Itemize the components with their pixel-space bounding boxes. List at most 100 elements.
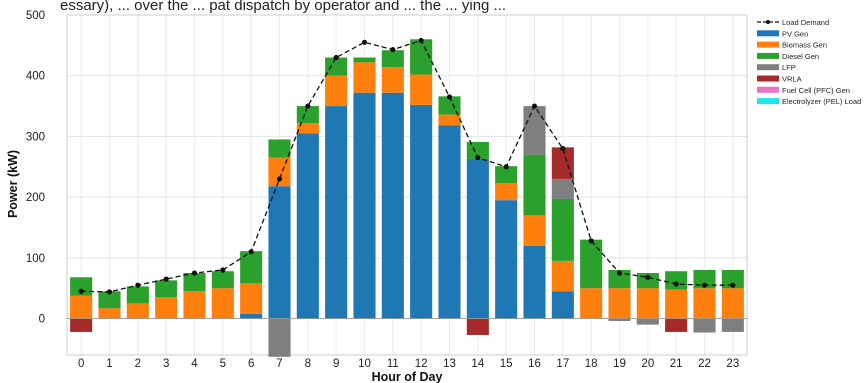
load-demand-point-hour-17 [560, 145, 566, 152]
bar-biomass-gen-hour-1 [98, 308, 121, 319]
bar-diesel-gen-hour-23 [721, 270, 744, 289]
load-demand-point-hour-3 [163, 276, 169, 282]
bar-diesel-gen-hour-6 [240, 251, 263, 284]
bar-biomass-gen-hour-21 [665, 289, 688, 319]
legend-label-vrla: VRLA [782, 75, 802, 84]
bar-biomass-gen-hour-11 [381, 67, 404, 93]
load-demand-point-hour-21 [673, 281, 679, 287]
bar-lfp-hour-22 [693, 318, 716, 333]
bar-biomass-gen-hour-9 [325, 75, 348, 107]
bar-diesel-gen-hour-7 [268, 139, 291, 158]
y-tick-label: 200 [26, 192, 45, 204]
bar-diesel-gen-hour-0 [70, 277, 93, 296]
load-demand-point-hour-8 [305, 103, 311, 109]
bar-biomass-gen-hour-18 [580, 288, 603, 319]
x-tick-label: 3 [163, 358, 169, 370]
legend-swatch-lfp [757, 64, 779, 71]
legend-swatch-fuel-cell-pfc-gen [757, 86, 779, 93]
legend-marker-load-demand [766, 20, 770, 24]
x-tick-label: 14 [471, 358, 484, 370]
x-tick-label: 9 [333, 358, 339, 370]
bar-diesel-gen-hour-16 [523, 154, 546, 216]
bar-biomass-gen-hour-22 [693, 288, 716, 319]
load-demand-point-hour-5 [220, 267, 226, 273]
x-tick-label: 23 [726, 358, 739, 370]
legend-label-load-demand: Load Demand [782, 18, 829, 27]
bar-diesel-gen-hour-15 [495, 166, 518, 184]
load-demand-point-hour-12 [418, 37, 424, 44]
x-tick-label: 11 [387, 358, 399, 370]
load-demand-point-hour-2 [135, 282, 141, 288]
load-demand-point-hour-14 [475, 155, 481, 161]
load-demand-point-hour-10 [361, 39, 368, 45]
bar-lfp-hour-16 [523, 106, 546, 155]
x-axis-label: Hour of Day [372, 370, 443, 383]
x-tick-label: 19 [613, 358, 626, 370]
bar-pv-gen-hour-16 [523, 245, 546, 319]
load-demand-series [78, 37, 736, 295]
x-tick-label: 8 [305, 358, 311, 370]
bar-diesel-gen-hour-11 [381, 50, 404, 68]
bar-biomass-gen-hour-15 [495, 183, 518, 201]
bar-biomass-gen-hour-12 [410, 74, 433, 105]
bar-vrla-hour-0 [70, 318, 93, 332]
x-tick-label: 2 [135, 358, 141, 370]
bar-diesel-gen-hour-14 [466, 141, 489, 159]
bar-vrla-hour-14 [466, 318, 489, 335]
load-demand-point-hour-0 [78, 288, 84, 294]
bar-biomass-gen-hour-13 [438, 114, 461, 126]
bar-biomass-gen-hour-3 [155, 297, 178, 319]
legend-swatch-biomass-gen [757, 41, 779, 48]
x-tick-label: 0 [78, 358, 84, 370]
bar-biomass-gen-hour-5 [211, 288, 234, 319]
y-tick-label: 400 [26, 71, 45, 83]
x-tick-label: 1 [106, 358, 112, 370]
bar-diesel-gen-hour-12 [410, 39, 433, 75]
load-demand-point-hour-20 [645, 274, 651, 280]
bar-vrla-hour-21 [665, 318, 688, 332]
x-tick-label: 20 [641, 358, 654, 370]
bar-biomass-gen-hour-7 [268, 157, 291, 187]
x-tick-label: 16 [528, 358, 541, 370]
bar-diesel-gen-hour-21 [665, 271, 688, 290]
bar-biomass-gen-hour-6 [240, 283, 263, 314]
legend: Load Demand PV Gen Biomass Gen Diesel Gen LF… [757, 18, 861, 106]
legend-swatch-pv-gen [757, 30, 779, 37]
x-tick-label: 10 [358, 358, 371, 370]
bar-lfp-hour-19 [608, 318, 631, 321]
y-tick-label: 0 [39, 314, 45, 326]
bar-biomass-gen-hour-2 [126, 303, 149, 319]
bar-biomass-gen-hour-4 [183, 291, 206, 319]
bar-biomass-gen-hour-10 [353, 62, 376, 93]
y-axis-ticks: 0 100 200 300 400 500 [26, 10, 45, 326]
bar-biomass-gen-hour-19 [608, 288, 631, 319]
bar-diesel-gen-hour-10 [353, 57, 376, 63]
x-tick-label: 18 [585, 358, 598, 370]
bar-diesel-gen-hour-17 [551, 198, 574, 261]
legend-swatch-diesel-gen [757, 52, 779, 59]
legend-label-electrolyzer-pel-load: Electrolyzer (PEL) Load [782, 97, 861, 106]
partial-top-text: essary), ... over the ... pat dispatch b… [60, 0, 506, 14]
bar-lfp-hour-17 [551, 178, 574, 199]
x-axis-ticks: 0 1 2 3 4 5 6 7 8 9 10 11 12 13 14 15 16 17 18 19 20 21 22 23 [78, 358, 739, 370]
bar-diesel-gen-hour-1 [98, 291, 121, 309]
x-tick-label: 13 [443, 358, 456, 370]
bars [70, 39, 744, 357]
x-tick-label: 4 [191, 358, 198, 370]
y-tick-label: 300 [26, 131, 45, 143]
load-demand-line [81, 39, 733, 293]
bar-lfp-hour-7 [268, 318, 291, 357]
bar-lfp-hour-23 [721, 318, 744, 332]
bar-biomass-gen-hour-23 [721, 288, 744, 319]
bar-vrla-hour-17 [551, 147, 574, 179]
bar-diesel-gen-hour-4 [183, 273, 206, 292]
bar-pv-gen-hour-11 [381, 92, 404, 319]
bar-pv-gen-hour-15 [495, 200, 518, 319]
plot-area [66, 14, 748, 356]
bar-biomass-gen-hour-0 [70, 295, 93, 319]
x-tick-label: 21 [670, 358, 683, 370]
load-demand-point-hour-18 [588, 238, 594, 244]
bar-pv-gen-hour-8 [296, 133, 319, 319]
y-axis-label: Power (kW) [6, 150, 20, 218]
